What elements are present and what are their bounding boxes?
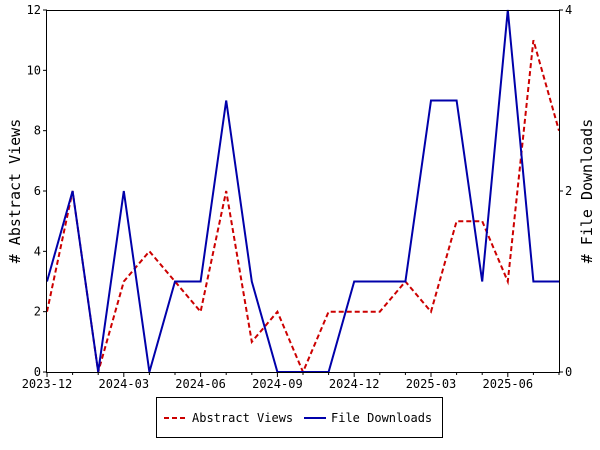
left-tick-label: 2 <box>34 305 41 319</box>
x-tick-label: 2024-06 <box>175 377 226 391</box>
left-tick-label: 6 <box>34 184 41 198</box>
left-axis-title: # Abstract Views <box>6 119 24 264</box>
left-tick-label: 0 <box>34 365 41 379</box>
left-tick-label: 4 <box>34 244 41 258</box>
right-tick-label: 2 <box>565 184 572 198</box>
left-tick-label: 10 <box>27 63 41 77</box>
series-line-abstract-views <box>46 39 560 375</box>
legend: Abstract Views File Downloads <box>156 397 443 438</box>
x-tick-label: 2024-12 <box>329 377 380 391</box>
x-tick-label: 2024-03 <box>99 377 150 391</box>
legend-label-file-downloads: File Downloads <box>331 411 432 425</box>
x-tick-label: 2025-06 <box>483 377 534 391</box>
right-tick-label: 4 <box>565 3 572 17</box>
left-y-axis: 0 2 4 6 8 10 12 <box>27 3 47 379</box>
right-y-axis: 0 2 4 <box>559 3 572 379</box>
x-tick-label: 2023-12 <box>22 377 73 391</box>
right-axis-title: # File Downloads <box>578 119 596 264</box>
series-layer <box>46 9 560 375</box>
left-tick-label: 12 <box>27 3 41 17</box>
left-tick-label: 8 <box>34 124 41 138</box>
right-tick-label: 0 <box>565 365 572 379</box>
legend-box <box>156 397 443 438</box>
x-tick-label: 2024-09 <box>252 377 303 391</box>
x-tick-label: 2025-03 <box>406 377 457 391</box>
x-axis: 2023-12 2024-03 2024-06 2024-09 2024-12 2025-… <box>22 372 560 391</box>
legend-label-abstract-views: Abstract Views <box>192 411 293 425</box>
series-line-file-downloads <box>46 9 559 373</box>
